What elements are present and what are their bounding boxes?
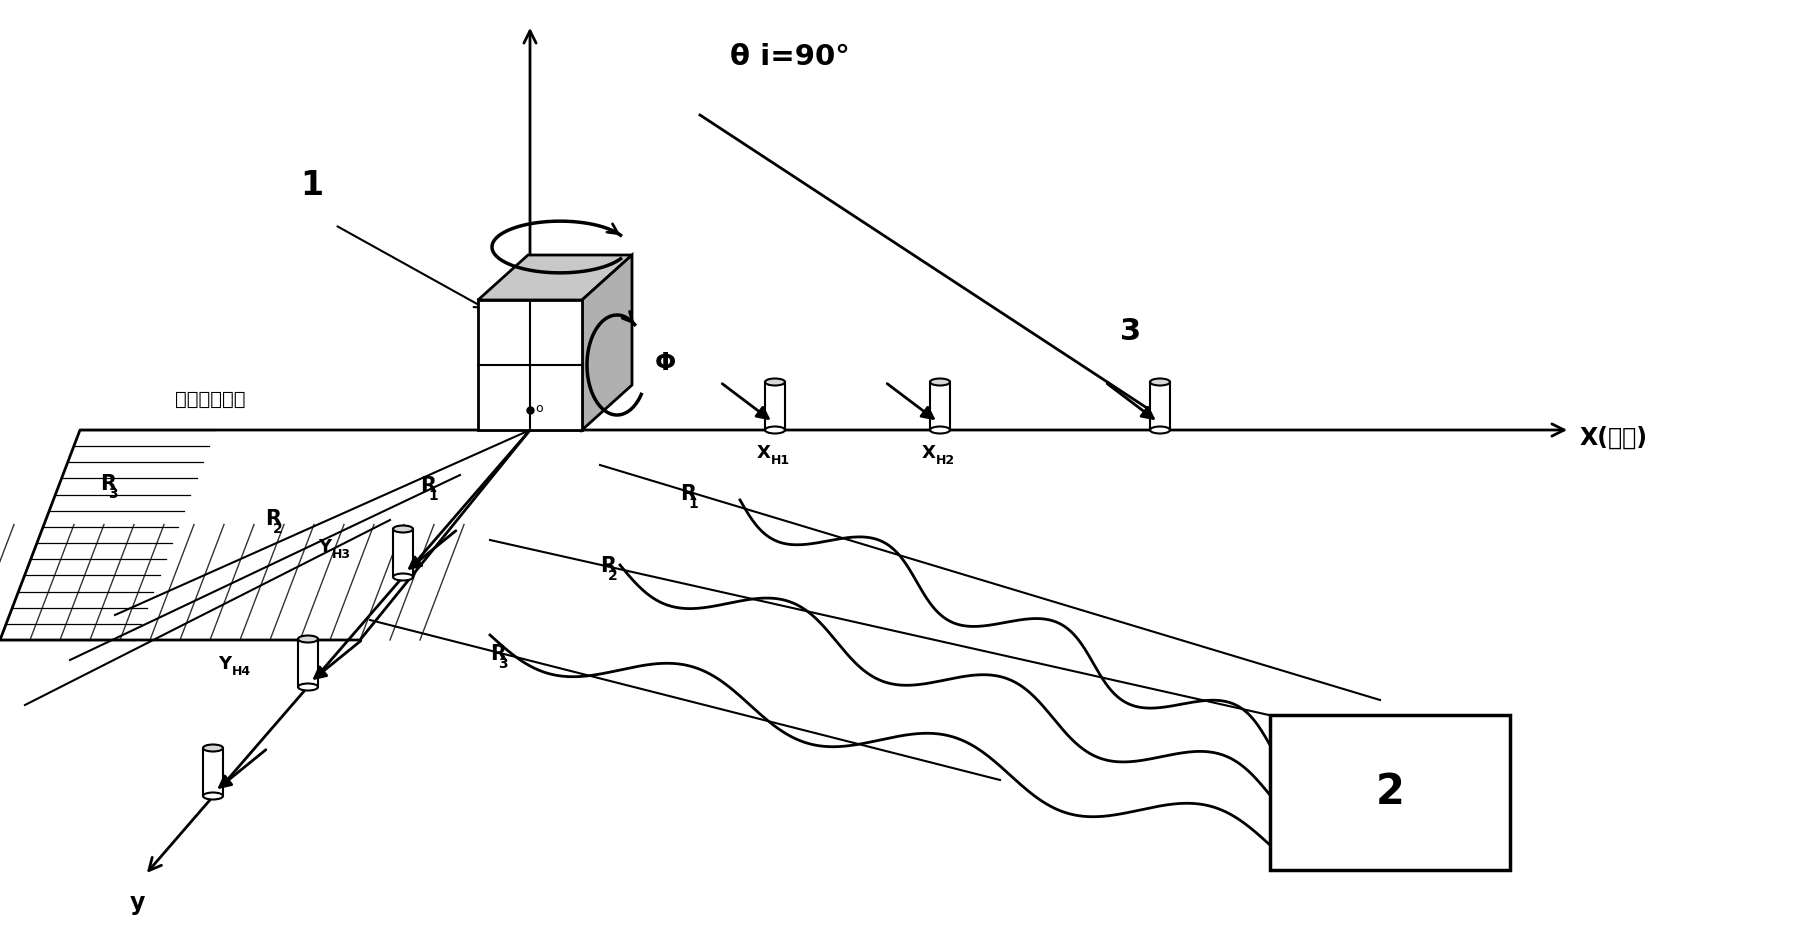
Text: Y: Y (217, 655, 232, 673)
Text: Y: Y (318, 538, 330, 556)
Text: X: X (923, 444, 935, 462)
Ellipse shape (203, 792, 223, 800)
Ellipse shape (203, 745, 223, 751)
Polygon shape (0, 430, 530, 640)
Polygon shape (765, 382, 784, 430)
Ellipse shape (298, 684, 318, 690)
Polygon shape (1151, 382, 1170, 430)
Text: X(磁东): X(磁东) (1580, 426, 1648, 450)
Text: 过中心赤道面: 过中心赤道面 (174, 390, 246, 409)
Text: H2: H2 (935, 454, 955, 467)
Ellipse shape (393, 526, 413, 533)
Text: 3: 3 (108, 487, 118, 501)
Text: o: o (535, 402, 542, 415)
Ellipse shape (930, 426, 950, 434)
Text: R: R (266, 509, 282, 529)
Polygon shape (582, 255, 632, 430)
Ellipse shape (1151, 378, 1170, 385)
Polygon shape (477, 300, 582, 430)
Ellipse shape (930, 378, 950, 385)
Text: X: X (757, 444, 770, 462)
Text: 3: 3 (497, 657, 508, 671)
Text: R: R (490, 644, 506, 664)
Text: H4: H4 (232, 665, 251, 678)
Ellipse shape (765, 378, 784, 385)
Ellipse shape (298, 635, 318, 643)
Text: R: R (680, 484, 696, 504)
Polygon shape (477, 255, 632, 300)
Ellipse shape (1151, 426, 1170, 434)
Polygon shape (393, 529, 413, 577)
Text: Φ: Φ (655, 351, 677, 375)
Polygon shape (203, 748, 223, 796)
Text: θ i=90°: θ i=90° (731, 43, 849, 71)
Ellipse shape (393, 573, 413, 580)
Text: R: R (101, 474, 117, 494)
Text: 2: 2 (609, 569, 617, 583)
Text: R: R (600, 556, 616, 576)
Text: H1: H1 (772, 454, 790, 467)
Text: 3: 3 (1120, 317, 1142, 346)
Text: 1: 1 (687, 497, 698, 511)
Text: 2: 2 (273, 522, 284, 536)
Text: R: R (420, 476, 436, 496)
Text: 2: 2 (1375, 771, 1404, 813)
Text: 1: 1 (300, 169, 323, 202)
Polygon shape (930, 382, 950, 430)
Text: y: y (129, 891, 145, 915)
Ellipse shape (765, 426, 784, 434)
Text: H3: H3 (332, 548, 352, 561)
Polygon shape (1271, 715, 1510, 870)
Polygon shape (298, 639, 318, 687)
Text: 1: 1 (427, 489, 438, 503)
